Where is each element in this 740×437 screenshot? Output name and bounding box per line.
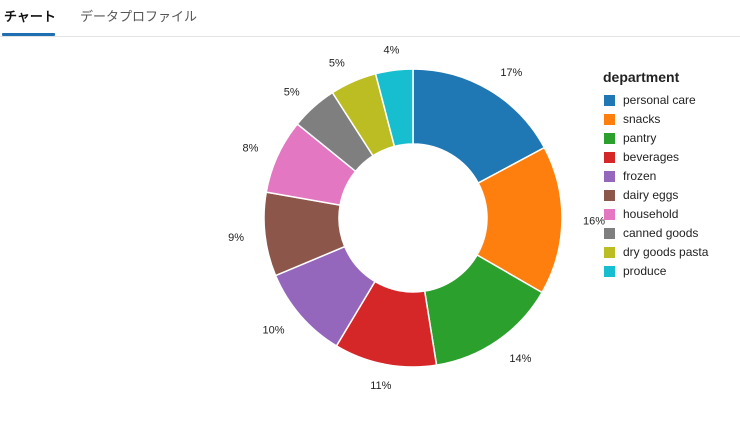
legend-swatch: [604, 209, 615, 220]
legend-label[interactable]: dry goods pasta: [623, 245, 709, 259]
legend-swatch: [604, 266, 615, 277]
active-tab-indicator: [2, 33, 55, 36]
percent-label: 14%: [509, 353, 531, 365]
percent-label: 16%: [583, 216, 605, 228]
legend-swatch: [604, 114, 615, 125]
legend-swatch: [604, 152, 615, 163]
tab-chart[interactable]: チャート: [4, 9, 56, 24]
legend-swatch: [604, 228, 615, 239]
legend-swatch: [604, 171, 615, 182]
legend-swatch: [604, 95, 615, 106]
legend-swatch: [604, 133, 615, 144]
legend-label[interactable]: beverages: [623, 150, 679, 164]
legend-label[interactable]: canned goods: [623, 226, 698, 240]
percent-label: 17%: [500, 67, 522, 79]
tab-bar: チャート データプロファイル: [0, 0, 740, 37]
percent-label: 4%: [384, 44, 400, 56]
percent-label: 11%: [370, 380, 391, 392]
donut-chart: 17% 16% 14% 11% 10% 9% 8% 5% 5% 4% department per…: [228, 44, 709, 392]
legend: department personal care snacks pantry beve…: [603, 69, 709, 278]
slices-group: [263, 68, 563, 368]
legend-label[interactable]: dairy eggs: [623, 188, 678, 202]
legend-label[interactable]: snacks: [623, 112, 660, 126]
percent-label: 5%: [284, 86, 300, 98]
legend-title: department: [603, 69, 680, 85]
tab-data-profile[interactable]: データプロファイル: [80, 9, 198, 24]
legend-swatch: [604, 247, 615, 258]
percent-label: 8%: [242, 142, 258, 154]
percent-label: 10%: [262, 324, 284, 336]
legend-label[interactable]: frozen: [623, 169, 656, 183]
percent-label: 9%: [228, 232, 244, 244]
legend-swatch: [604, 190, 615, 201]
legend-label[interactable]: pantry: [623, 131, 656, 145]
percent-label: 5%: [329, 57, 345, 69]
slice-produce[interactable]: [374, 68, 414, 148]
legend-label[interactable]: produce: [623, 264, 667, 278]
legend-label[interactable]: personal care: [623, 93, 696, 107]
legend-label[interactable]: household: [623, 207, 678, 221]
percent-labels-group: 17% 16% 14% 11% 10% 9% 8% 5% 5% 4%: [228, 44, 605, 392]
